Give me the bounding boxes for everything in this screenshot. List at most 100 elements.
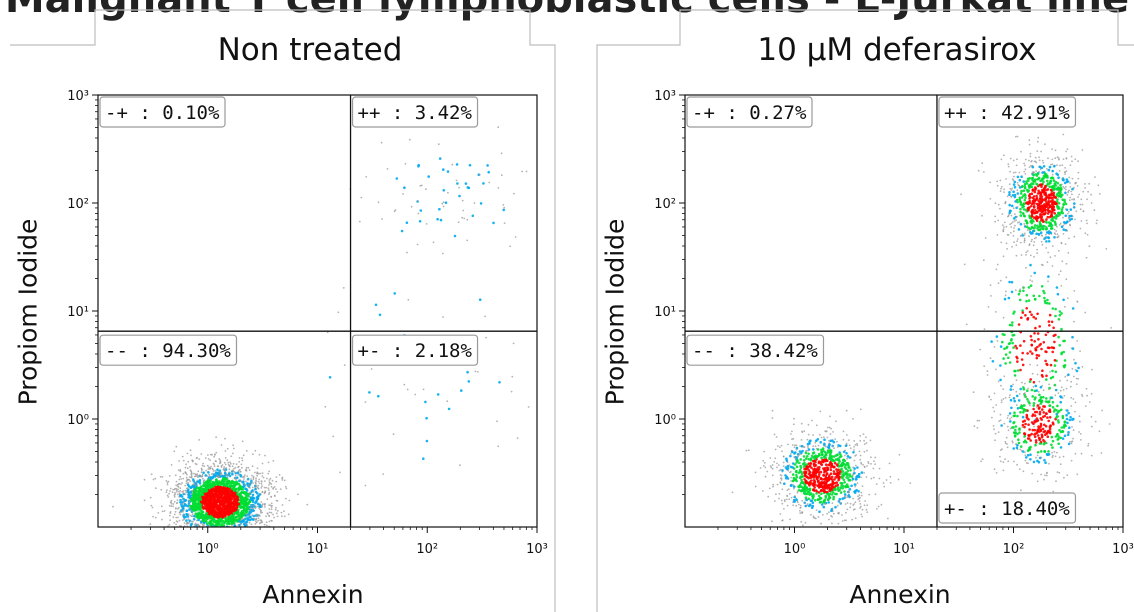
- event-point: [1060, 208, 1064, 211]
- event-point: [1054, 157, 1057, 160]
- event-point: [1010, 280, 1014, 284]
- event-point: [486, 164, 489, 167]
- event-point: [266, 524, 268, 527]
- event-point: [437, 143, 440, 146]
- event-point: [1077, 177, 1080, 180]
- event-point: [869, 439, 872, 442]
- event-point: [1086, 222, 1088, 225]
- event-point: [235, 534, 237, 536]
- event-point: [816, 454, 820, 458]
- event-point: [815, 476, 819, 479]
- event-point: [1035, 353, 1039, 357]
- event-point: [819, 497, 823, 500]
- event-point: [342, 287, 345, 289]
- event-point: [856, 442, 858, 445]
- event-point: [199, 508, 202, 512]
- event-point: [817, 444, 820, 447]
- event-point: [223, 540, 225, 542]
- event-point: [208, 468, 211, 470]
- event-point: [1016, 356, 1019, 360]
- event-point: [212, 535, 214, 537]
- event-point: [197, 476, 199, 479]
- event-point: [810, 474, 814, 477]
- event-point: [1065, 220, 1069, 223]
- event-point: [268, 489, 270, 491]
- event-point: [190, 506, 194, 510]
- event-point: [257, 528, 259, 530]
- event-point: [226, 531, 229, 534]
- event-point: [285, 497, 287, 500]
- event-point: [1025, 293, 1029, 297]
- event-point: [824, 494, 827, 498]
- event-point: [260, 487, 263, 489]
- event-point: [201, 532, 203, 534]
- event-point: [228, 503, 232, 506]
- event-point: [237, 536, 239, 538]
- event-point: [205, 528, 207, 530]
- event-point: [260, 501, 263, 503]
- event-point: [194, 473, 197, 476]
- event-point: [202, 537, 204, 539]
- event-point: [1009, 170, 1011, 173]
- event-point: [1012, 447, 1015, 450]
- event-point: [241, 440, 244, 443]
- event-point: [835, 481, 839, 484]
- event-point: [1090, 454, 1093, 457]
- event-point: [175, 523, 178, 526]
- event-point: [774, 457, 777, 460]
- event-point: [186, 487, 189, 489]
- event-point: [1077, 160, 1079, 163]
- event-point: [200, 467, 203, 470]
- event-point: [202, 477, 204, 480]
- event-point: [799, 445, 801, 447]
- event-point: [478, 173, 481, 176]
- event-point: [836, 446, 839, 448]
- event-point: [241, 457, 244, 460]
- event-point: [1023, 434, 1026, 438]
- event-point: [1005, 276, 1008, 279]
- event-point: [161, 518, 163, 521]
- event-point: [1042, 411, 1045, 414]
- event-point: [225, 539, 227, 541]
- event-point: [360, 196, 363, 199]
- event-point: [837, 512, 840, 515]
- event-point: [803, 430, 806, 433]
- event-point: [209, 511, 213, 515]
- event-point: [203, 483, 206, 487]
- event-point: [233, 511, 237, 515]
- event-point: [236, 482, 239, 486]
- event-point: [866, 511, 869, 513]
- event-point: [1069, 441, 1071, 443]
- event-point: [191, 490, 194, 493]
- event-point: [1028, 192, 1032, 196]
- event-point: [328, 376, 332, 379]
- event-point: [1002, 255, 1005, 258]
- event-point: [1035, 170, 1037, 173]
- event-point: [1030, 177, 1034, 180]
- event-point: [1064, 202, 1068, 206]
- event-point: [1048, 165, 1052, 169]
- event-point: [814, 454, 817, 458]
- event-point: [149, 523, 152, 525]
- event-point: [245, 450, 248, 452]
- event-point: [1029, 335, 1033, 338]
- event-point: [1067, 252, 1070, 254]
- event-point: [1038, 215, 1042, 218]
- event-point: [856, 444, 859, 447]
- event-point: [1057, 437, 1060, 441]
- event-point: [854, 485, 857, 488]
- event-point: [1062, 133, 1065, 136]
- event-point: [999, 345, 1003, 348]
- event-point: [842, 485, 845, 488]
- event-point: [242, 533, 244, 535]
- event-point: [858, 494, 861, 496]
- event-point: [849, 502, 852, 505]
- event-point: [846, 469, 850, 473]
- event-point: [853, 467, 856, 470]
- event-point: [202, 479, 205, 482]
- event-point: [812, 482, 816, 485]
- event-point: [175, 487, 178, 490]
- event-point: [250, 478, 252, 480]
- event-point: [275, 499, 278, 502]
- event-point: [1050, 192, 1054, 195]
